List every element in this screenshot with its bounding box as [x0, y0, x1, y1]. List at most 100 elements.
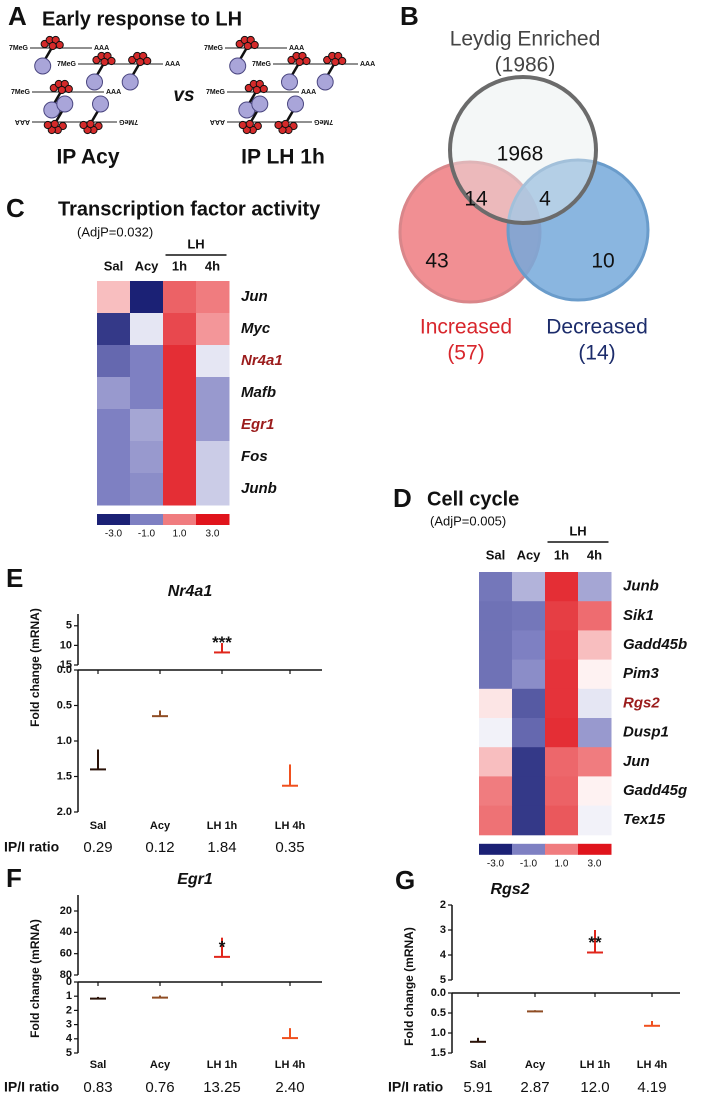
ribosome-small: [86, 119, 95, 129]
heatmap-cell: [578, 747, 612, 777]
heatmap-cell: [512, 688, 546, 719]
chart-title: Rgs2: [490, 881, 529, 898]
ribosome-small: [238, 120, 247, 130]
colorbar-label: -3.0: [105, 529, 123, 540]
colorbar-block: [130, 514, 164, 525]
x-tick-label: Sal: [470, 1059, 487, 1071]
ribosome-stalk: [249, 109, 259, 123]
heatmap-cell: [578, 630, 612, 661]
ribosome-stalk: [54, 109, 64, 123]
colorbar-label: 3.0: [206, 529, 220, 540]
polya-tail: AAA: [106, 89, 121, 96]
heatmap-cell: [578, 718, 612, 748]
column-label: 4h: [587, 547, 602, 562]
region-count: 1968: [497, 143, 544, 166]
row-label: Myc: [241, 320, 271, 337]
heatmap-cell: [512, 776, 546, 807]
heatmap-cell: [545, 718, 579, 748]
ribosome-large: [121, 73, 139, 91]
ribosome-stalk: [90, 109, 100, 123]
ribosome-small: [331, 57, 340, 67]
heatmap-cell: [479, 718, 513, 748]
ribosome-small: [295, 57, 304, 67]
heatmap-cell: [130, 441, 164, 474]
ip-ratio-value: 12.0: [580, 1079, 609, 1096]
y-tick-label: 4: [440, 949, 447, 961]
polya-tail: AAA: [165, 61, 180, 68]
y-tick-label: 60: [60, 948, 72, 960]
region-count: 43: [425, 250, 448, 273]
colorbar-block: [545, 843, 579, 855]
ribosome-small: [48, 41, 57, 51]
ip-ratio-value: 0.35: [275, 839, 304, 856]
x-tick-label: Sal: [90, 1059, 107, 1071]
colorbar-label: -3.0: [487, 858, 505, 869]
row-label: Gadd45g: [623, 782, 687, 799]
ribosome-stalk: [131, 63, 141, 77]
heatmap-cell: [578, 659, 612, 690]
y-tick-label: 10: [60, 639, 72, 651]
ip-ratio-value: 1.84: [207, 839, 236, 856]
ribosome-large: [86, 73, 103, 91]
ip-ratio-label: IP/I ratio: [388, 1079, 443, 1095]
row-label: Junb: [241, 480, 277, 497]
ribosome-stalk: [43, 47, 53, 61]
set-name: Increased: [420, 316, 512, 339]
row-label: Dusp1: [623, 724, 669, 741]
y-tick-label: 5: [440, 974, 446, 986]
heatmap-cell: [479, 747, 513, 777]
ribosome-large: [92, 95, 109, 113]
y-tick-label: 0.0: [431, 987, 446, 999]
error-bar: [470, 1037, 486, 1043]
ribosome-small: [136, 57, 145, 67]
separator: vs: [173, 85, 194, 106]
row-label: Mafb: [241, 384, 276, 401]
ribosome-small: [274, 120, 283, 130]
set-size: (57): [447, 342, 484, 365]
heatmap-subtitle: (AdjP=0.005): [430, 513, 506, 528]
set-name: Leydig Enriched: [450, 28, 601, 51]
set-circle: [448, 75, 598, 225]
heatmap-cell: [163, 473, 197, 506]
heatmap-cell: [479, 572, 513, 602]
error-bar: [282, 764, 298, 787]
ip-ratio-value: 0.29: [83, 839, 112, 856]
polya-tail: AAA: [15, 118, 30, 125]
heatmap-cell: [196, 377, 230, 410]
ribosome-stalk: [52, 91, 62, 105]
heatmap-cell: [196, 345, 230, 378]
heatmap-cell: [130, 409, 164, 442]
ribosome-small: [100, 57, 109, 67]
heatmap-cell: [97, 441, 131, 474]
heatmap-cell: [163, 409, 197, 442]
diagram-title: Early response to LH: [42, 8, 242, 30]
colorbar-label: -1.0: [520, 858, 538, 869]
colorbar-block: [97, 514, 131, 525]
y-tick-label: 2.0: [57, 806, 72, 818]
ribosome-small: [43, 120, 52, 130]
y-tick-label: 80: [60, 969, 72, 981]
cap-label: 7MeG: [206, 89, 226, 96]
heatmap-cell: [512, 747, 546, 777]
colorbar-block: [163, 514, 197, 525]
heatmap-cell: [578, 601, 612, 631]
heatmap-cell: [163, 441, 197, 474]
error-bar: [644, 1021, 660, 1027]
y-tick-label: 40: [60, 926, 72, 938]
y-tick-label: 1.0: [431, 1027, 446, 1039]
ribosome-small: [259, 84, 268, 94]
y-tick-label: 5: [66, 1047, 72, 1059]
x-tick-label: LH 1h: [207, 1059, 238, 1071]
panel-letter: G: [395, 865, 415, 895]
transcript: 7MeG AAA: [15, 95, 138, 135]
polya-tail: AAA: [289, 45, 304, 52]
ip-ratio-value: 0.12: [145, 839, 174, 856]
heatmap-cell: [512, 601, 546, 631]
heatmap-cell: [512, 630, 546, 661]
y-tick-label: 4: [66, 1033, 73, 1045]
significance: **: [588, 933, 602, 952]
ribosome-small: [338, 56, 347, 66]
column-label: 4h: [205, 258, 220, 273]
row-label: Tex15: [623, 811, 666, 828]
x-tick-label: Sal: [90, 820, 107, 832]
